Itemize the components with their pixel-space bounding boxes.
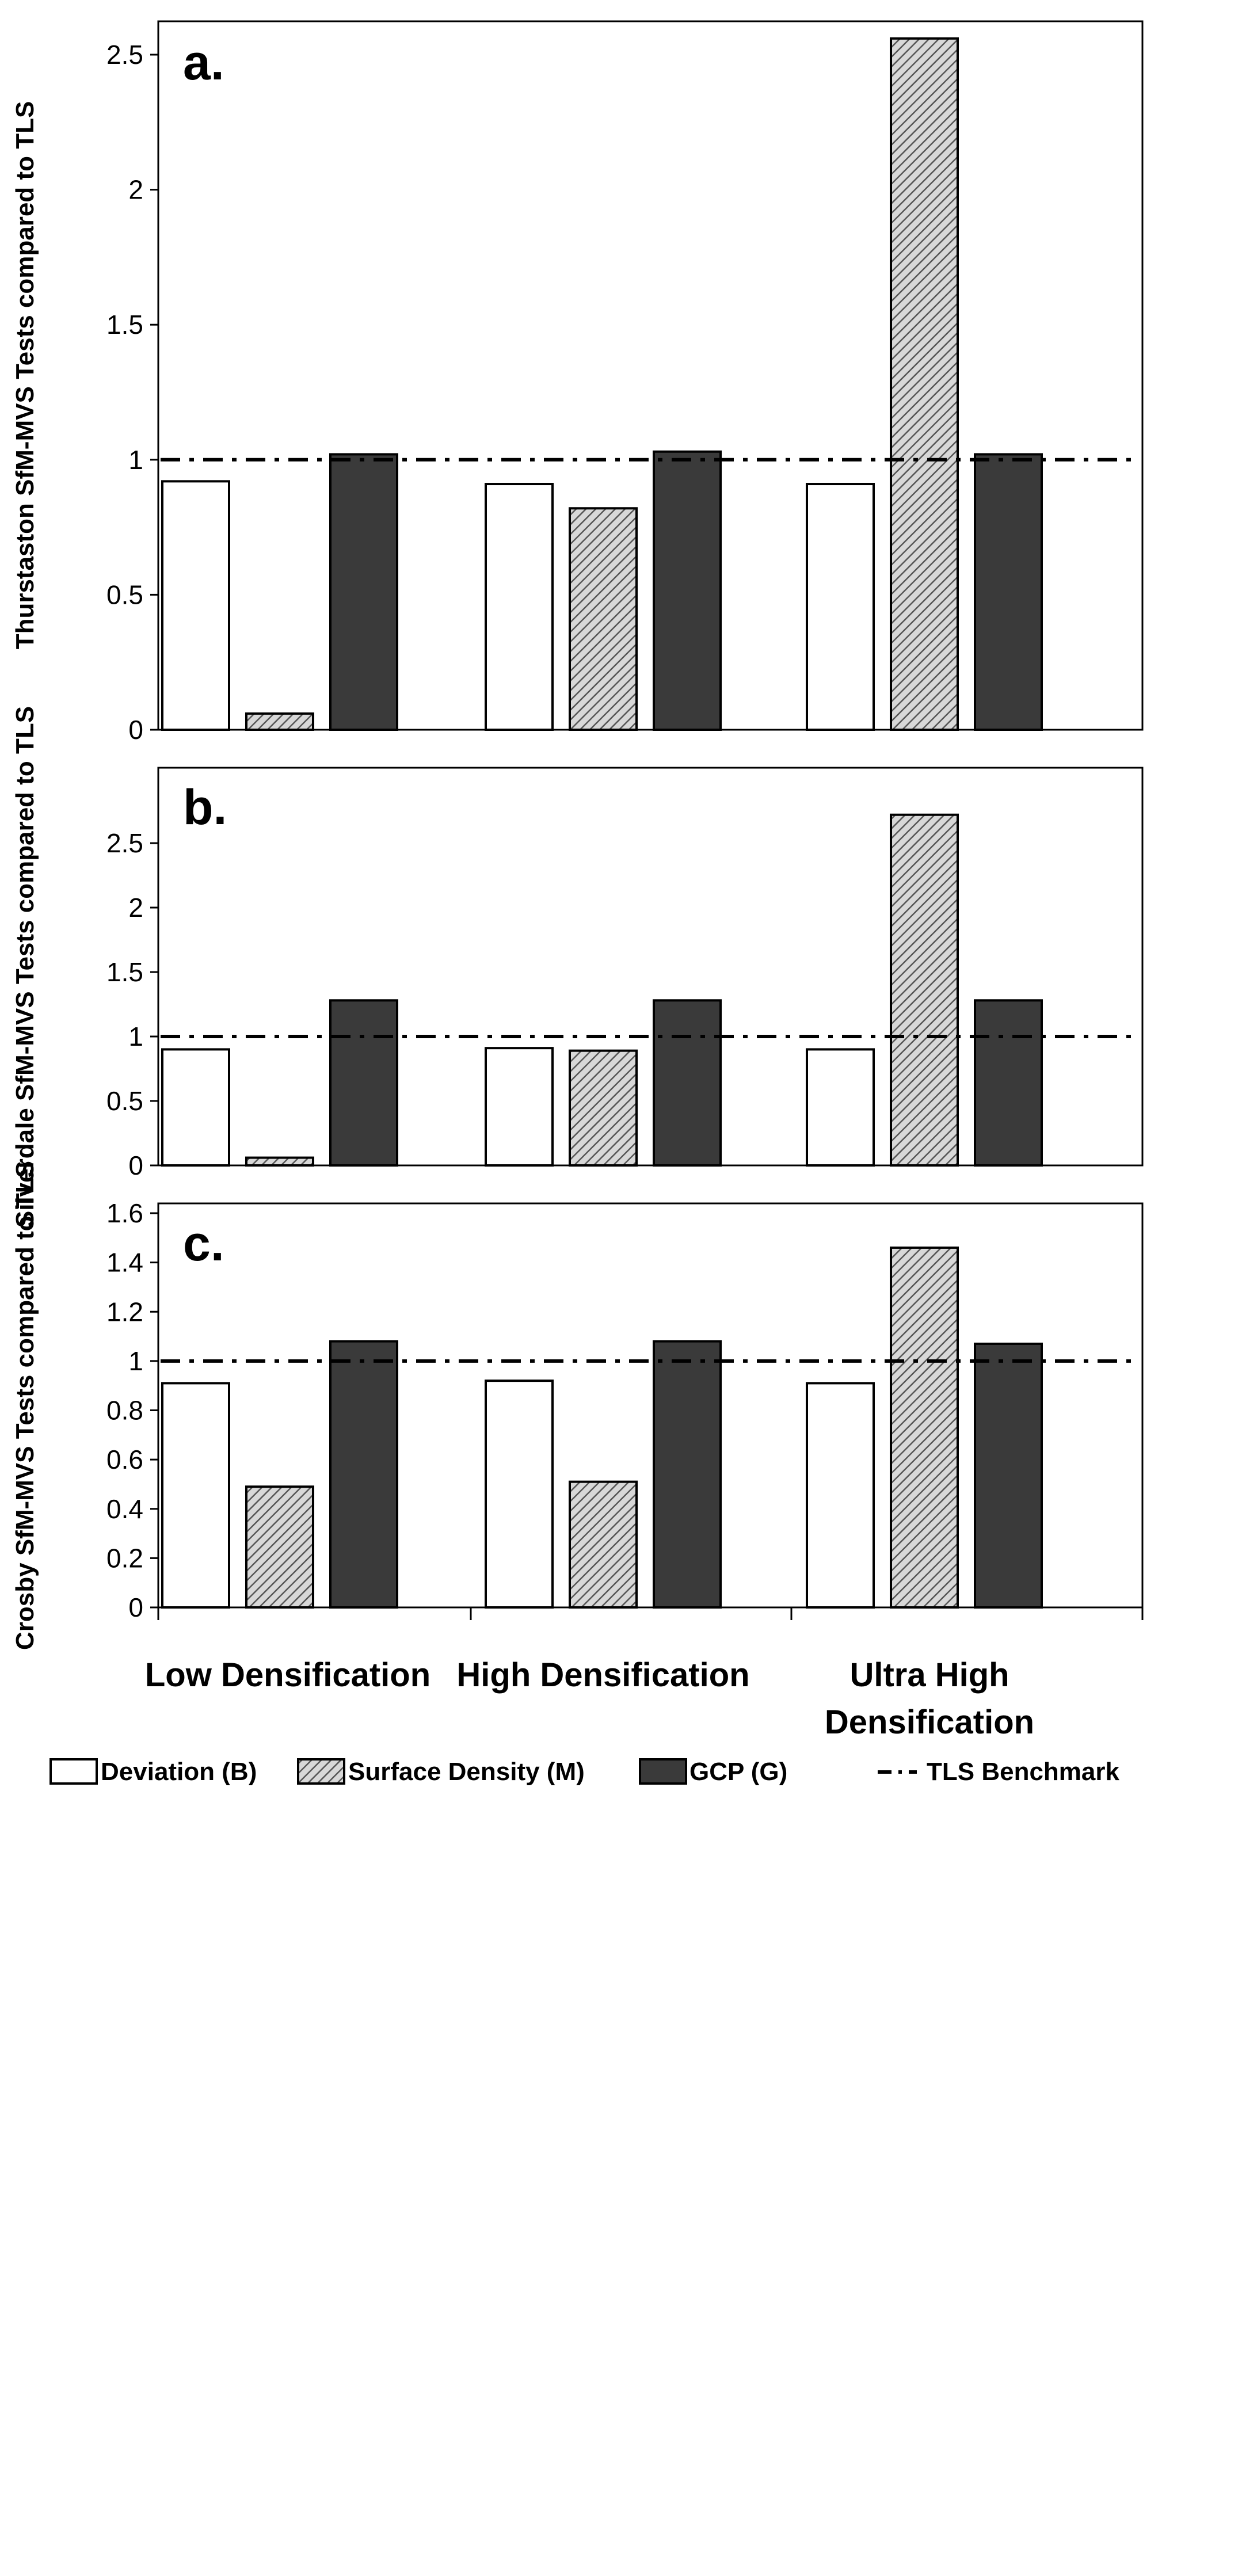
legend-swatch (49, 1758, 98, 1785)
y-tick-label: 0.8 (106, 1396, 143, 1426)
bar-surface-1 (245, 1485, 314, 1609)
y-tick-label: 1.4 (106, 1248, 143, 1278)
x-category-line: High Densification (456, 1656, 749, 1694)
x-category-line: Ultra High (849, 1656, 1009, 1694)
y-tick-label: 0 (128, 715, 143, 745)
y-tick-label: 0.5 (106, 580, 143, 609)
bar-gcp-3 (974, 453, 1043, 731)
y-tick-label: 0.2 (106, 1543, 143, 1573)
y-tick-label: 0.6 (106, 1445, 143, 1474)
bar-deviation-3 (806, 1048, 875, 1167)
bar-surface-1 (245, 1156, 314, 1167)
y-tick-label: 1 (128, 445, 143, 475)
bar-deviation-2 (485, 1047, 554, 1167)
x-category-line: Low Densification (145, 1656, 430, 1694)
panel-a: 0 0.5 1 1.5 2 2.5 a. Thurstaston SfM-MVS Tests … (11, 20, 1144, 745)
bar-deviation-2 (485, 1380, 554, 1609)
bar-surface-3 (890, 1246, 959, 1609)
legend: Deviation (B) Surface Density (M) GCP (G) T… (49, 1758, 1120, 1786)
panel-b: 0 0.5 1 1.5 2 2.5 b. Silverdale SfM-MVS Tests c… (11, 706, 1144, 1228)
plot-frame (157, 1202, 1144, 1609)
y-tick-label: 1 (128, 1346, 143, 1376)
legend-label: GCP (G) (689, 1758, 787, 1786)
bar-surface-2 (569, 1049, 638, 1167)
bar-deviation-3 (806, 1382, 875, 1609)
bar-deviation-3 (806, 483, 875, 731)
bar-deviation-2 (485, 483, 554, 731)
bar-gcp-1 (329, 1340, 398, 1609)
y-tick-label: 1.6 (106, 1198, 143, 1228)
y-axis-label: Silverdale SfM-MVS Tests compared to TLS (11, 706, 39, 1228)
bar-surface-3 (890, 37, 959, 731)
y-tick-label: 1.5 (106, 957, 143, 987)
plot-frame (157, 767, 1144, 1167)
chart-panels: 0 0.5 1 1.5 2 2.5 a. Thurstaston SfM-MVS Tests … (11, 20, 1144, 1650)
y-tick-label: 0.5 (106, 1086, 143, 1116)
y-tick-label: 1.2 (106, 1297, 143, 1327)
y-tick-label: 0 (128, 1592, 143, 1622)
y-tick-label: 1 (128, 1022, 143, 1051)
bar-gcp-2 (653, 999, 722, 1167)
y-tick-label: 0 (128, 1150, 143, 1180)
y-tick-label: 2 (128, 893, 143, 923)
y-tick-label: 2.5 (106, 828, 143, 858)
legend-label: Surface Density (M) (348, 1758, 585, 1786)
bar-surface-2 (569, 507, 638, 731)
legend-label: TLS Benchmark (927, 1758, 1120, 1786)
bar-deviation-1 (161, 480, 230, 731)
x-category-label: Ultra High Densification (825, 1656, 1034, 1741)
bar-surface-3 (890, 813, 959, 1167)
bar-gcp-1 (329, 999, 398, 1167)
bar-surface-2 (569, 1480, 638, 1609)
bar-gcp-3 (974, 1342, 1043, 1609)
panel-label: c. (183, 1216, 224, 1271)
legend-swatch (297, 1758, 345, 1785)
y-axis-label: Thurstaston SfM-MVS Tests compared to TL… (11, 101, 39, 650)
panel-c: 0 0.2 0.4 0.6 0.8 1 1.2 1.4 1.6 c. Crosby SfM-MVS … (11, 1161, 1144, 1650)
bar-gcp-1 (329, 453, 398, 731)
panel-label: a. (183, 35, 224, 90)
x-category-label: High Densification (456, 1656, 749, 1694)
legend-swatch (639, 1758, 687, 1785)
y-tick-label: 0.4 (106, 1494, 143, 1524)
x-category-line: Densification (825, 1704, 1034, 1741)
y-axis-label: Crosby SfM-MVS Tests compared to TLS (11, 1161, 39, 1650)
y-tick-label: 2 (128, 175, 143, 205)
bar-deviation-1 (161, 1382, 230, 1609)
legend-label: Deviation (B) (101, 1758, 257, 1786)
x-category-label: Low Densification (145, 1656, 430, 1694)
x-category-labels: Low Densification High Densification Ultra… (145, 1656, 1034, 1741)
bar-gcp-3 (974, 999, 1043, 1167)
y-tick-label: 2.5 (106, 40, 143, 70)
panel-label: b. (183, 780, 227, 835)
bar-deviation-1 (161, 1048, 230, 1167)
bar-gcp-2 (653, 450, 722, 731)
plot-frame (157, 20, 1144, 731)
bar-surface-1 (245, 712, 314, 731)
bar-gcp-2 (653, 1340, 722, 1609)
y-tick-label: 1.5 (106, 310, 143, 340)
